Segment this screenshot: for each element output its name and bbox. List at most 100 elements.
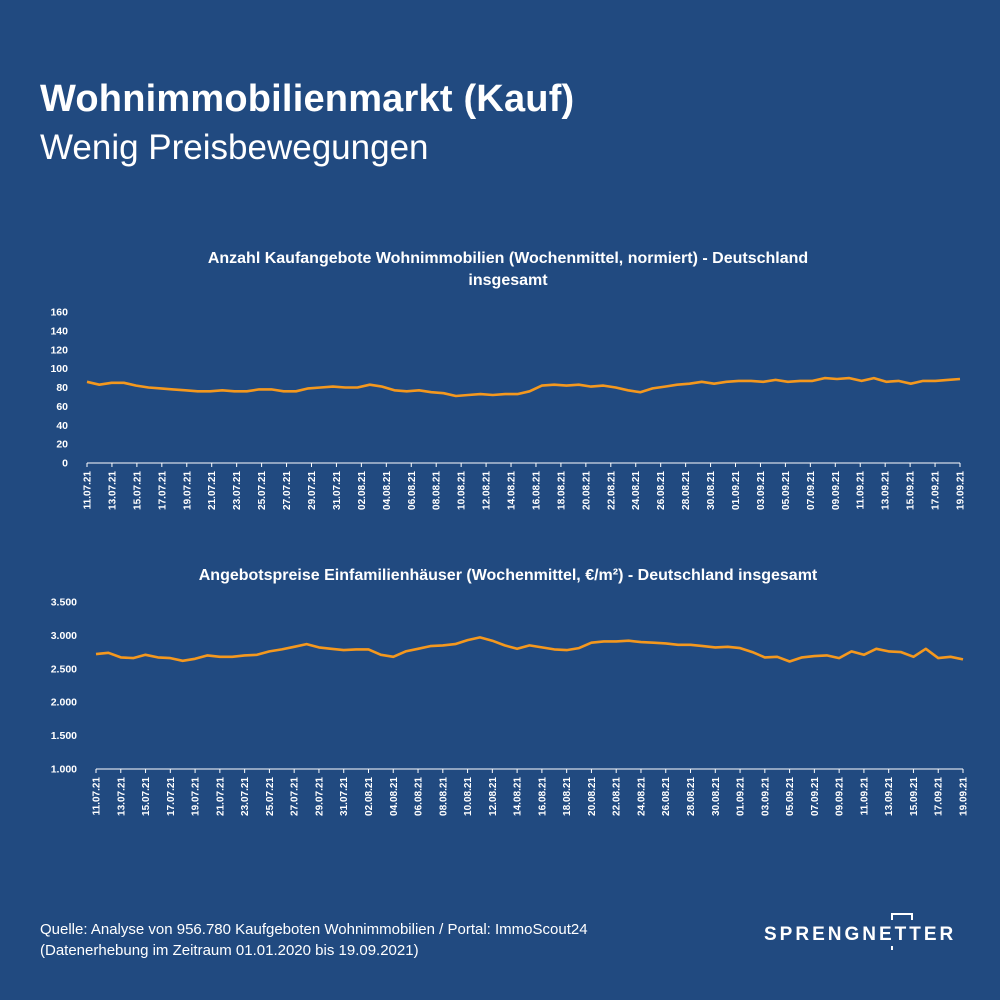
sprengnetter-logo: SPRENGNETTER xyxy=(760,910,953,950)
chart1-ytick-label: 80 xyxy=(56,382,68,394)
chart2-xtick-label: 13.09.21 xyxy=(884,777,895,816)
chart2-svg: 3.500 3.000 2.500 2.000 1.500 1.000 11.07.21 13… xyxy=(51,597,970,816)
chart2-xtick-label: 30.08.21 xyxy=(711,777,722,816)
chart2-xtick-label: 01.09.21 xyxy=(736,777,747,816)
chart2-ytick-label: 2.500 xyxy=(51,663,77,675)
chart1-xtick-label: 21.07.21 xyxy=(207,471,218,510)
chart1-xtick-label: 05.09.21 xyxy=(781,471,792,510)
chart1-xtick-label: 10.08.21 xyxy=(457,471,468,510)
chart1-xtick-label: 18.08.21 xyxy=(556,471,567,510)
chart1-xtick-label: 31.07.21 xyxy=(332,471,343,510)
chart1-xtick-label: 06.08.21 xyxy=(407,471,418,510)
chart1-xtick-label: 16.08.21 xyxy=(531,471,542,510)
chart1-title-line2: insgesamt xyxy=(468,272,548,289)
chart2-ytick-label: 3.000 xyxy=(51,630,77,642)
chart1-xtick-label: 19.07.21 xyxy=(182,471,193,510)
chart2-xtick-label: 07.09.21 xyxy=(810,777,821,816)
chart2-xtick-label: 29.07.21 xyxy=(314,777,325,816)
chart1-xtick-label: 03.09.21 xyxy=(756,471,767,510)
chart1-ytick-label: 0 xyxy=(62,458,68,470)
chart2-ytick-label: 3.500 xyxy=(51,597,77,609)
chart2-xtick-label: 18.08.21 xyxy=(562,777,573,816)
chart1-xtick-label: 20.08.21 xyxy=(581,471,592,510)
chart2-xtick-label: 08.08.21 xyxy=(438,777,449,816)
chart1-xtick-label: 09.09.21 xyxy=(831,471,842,510)
chart1-xtick-label: 23.07.21 xyxy=(232,471,243,510)
chart2-xtick-label: 17.07.21 xyxy=(166,777,177,816)
chart1-svg: 160 140 120 100 80 60 40 20 0 11.07.21 13.07.21 15.… xyxy=(50,307,967,510)
chart2-xtick-label: 28.08.21 xyxy=(686,777,697,816)
source-line-1: Quelle: Analyse von 956.780 Kaufgeboten … xyxy=(40,921,588,938)
chart2-xtick-label: 31.07.21 xyxy=(339,777,350,816)
chart1-xtick-label: 07.09.21 xyxy=(806,471,817,510)
chart1-xtick-label: 01.09.21 xyxy=(731,471,742,510)
chart2-xtick-label: 13.07.21 xyxy=(116,777,127,816)
chart1-xtick-label: 17.07.21 xyxy=(157,471,168,510)
chart1-xtick-label: 12.08.21 xyxy=(482,471,493,510)
chart2-xtick-label: 25.07.21 xyxy=(265,777,276,816)
page-title: Wohnimmobilienmarkt (Kauf) xyxy=(40,78,575,120)
chart1-title-line1: Anzahl Kaufangebote Wohnimmobilien (Woch… xyxy=(207,250,809,267)
chart1-ytick-label: 40 xyxy=(56,420,68,432)
chart1-xtick-label: 28.08.21 xyxy=(681,471,692,510)
chart1-xtick-label: 13.09.21 xyxy=(881,471,892,510)
source-line-2: (Datenerhebung im Zeitraum 01.01.2020 bi… xyxy=(40,942,419,959)
chart2-xtick-label: 11.07.21 xyxy=(92,777,103,816)
logo-bracket-icon xyxy=(891,913,913,950)
chart1-xtick-label: 14.08.21 xyxy=(507,471,518,510)
chart1-xtick-label: 25.07.21 xyxy=(257,471,268,510)
chart1-xtick-label: 27.07.21 xyxy=(282,471,293,510)
chart1-xtick-label: 29.07.21 xyxy=(307,471,318,510)
chart1-title: Anzahl Kaufangebote Wohnimmobilien (Woch… xyxy=(150,248,866,292)
chart1-ytick-label: 140 xyxy=(50,325,68,337)
chart2-xtick-label: 21.07.21 xyxy=(215,777,226,816)
chart2-ytick-label: 1.000 xyxy=(51,764,77,776)
chart2-xtick-label: 17.09.21 xyxy=(934,777,945,816)
chart1-xtick-label: 24.08.21 xyxy=(631,471,642,510)
chart2-xtick-label: 03.09.21 xyxy=(760,777,771,816)
chart2-xtick-label: 09.09.21 xyxy=(835,777,846,816)
chart1-ytick-label: 20 xyxy=(56,439,68,451)
chart2-xtick-label: 24.08.21 xyxy=(636,777,647,816)
chart2-xtick-label: 14.08.21 xyxy=(513,777,524,816)
chart2-ytick-label: 2.000 xyxy=(51,697,77,709)
logo-text: SPRENGNETTER xyxy=(764,924,957,945)
chart2-xtick-label: 04.08.21 xyxy=(389,777,400,816)
chart1-ytick-label: 160 xyxy=(50,307,68,319)
chart1-ytick-label: 120 xyxy=(50,344,68,356)
chart1-xtick-label: 13.07.21 xyxy=(107,471,118,510)
chart2-xtick-label: 10.08.21 xyxy=(463,777,474,816)
chart2-title-line1: Angebotspreise Einfamilienhäuser (Wochen… xyxy=(198,567,818,584)
source-note: Quelle: Analyse von 956.780 Kaufgeboten … xyxy=(40,919,588,961)
chart1-ytick-label: 60 xyxy=(56,401,68,413)
chart2-title: Angebotspreise Einfamilienhäuser (Wochen… xyxy=(150,565,866,587)
chart2-xtick-label: 16.08.21 xyxy=(537,777,548,816)
chart2-xtick-label: 22.08.21 xyxy=(612,777,623,816)
chart1-xtick-label: 15.07.21 xyxy=(132,471,143,510)
chart1-xtick-label: 04.08.21 xyxy=(382,471,393,510)
chart2-xtick-label: 11.09.21 xyxy=(859,777,870,816)
chart2-xtick-label: 26.08.21 xyxy=(661,777,672,816)
chart2-xtick-label: 05.09.21 xyxy=(785,777,796,816)
chart2-xtick-label: 02.08.21 xyxy=(364,777,375,816)
chart2-xtick-label: 23.07.21 xyxy=(240,777,251,816)
chart2-xtick-label: 15.07.21 xyxy=(141,777,152,816)
chart2-ytick-label: 1.500 xyxy=(51,730,77,742)
chart1-xtick-label: 26.08.21 xyxy=(656,471,667,510)
chart2-xtick-label: 06.08.21 xyxy=(414,777,425,816)
chart2-xtick-label: 19.09.21 xyxy=(959,777,970,816)
chart1-series-line xyxy=(86,376,961,398)
chart2-series-line xyxy=(95,636,964,663)
page-subtitle: Wenig Preisbewegungen xyxy=(40,128,429,167)
chart1-xtick-label: 02.08.21 xyxy=(357,471,368,510)
chart1-xtick-label: 11.09.21 xyxy=(856,471,867,510)
chart2-xtick-label: 12.08.21 xyxy=(488,777,499,816)
chart1-ytick-label: 100 xyxy=(50,363,68,375)
chart2-xtick-label: 20.08.21 xyxy=(587,777,598,816)
chart2-xtick-label: 19.07.21 xyxy=(191,777,202,816)
chart1-xtick-label: 19.09.21 xyxy=(956,471,967,510)
chart1-xtick-label: 11.07.21 xyxy=(83,471,94,510)
chart2-xtick-label: 27.07.21 xyxy=(290,777,301,816)
chart2-xtick-label: 15.09.21 xyxy=(909,777,920,816)
chart1-xtick-label: 17.09.21 xyxy=(931,471,942,510)
